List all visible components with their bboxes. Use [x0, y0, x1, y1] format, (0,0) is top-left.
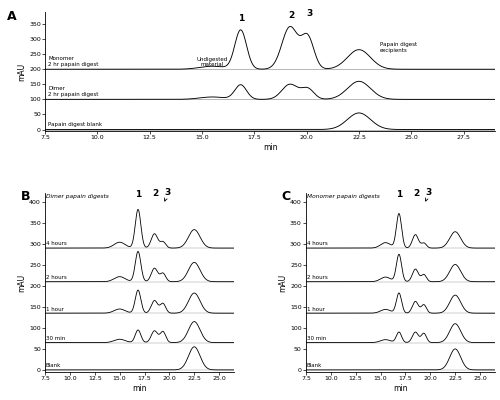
Text: 4 hours: 4 hours — [46, 242, 66, 246]
Y-axis label: mAU: mAU — [18, 62, 26, 80]
Y-axis label: mAU: mAU — [18, 274, 26, 292]
Y-axis label: mAU: mAU — [278, 274, 287, 292]
X-axis label: min: min — [393, 384, 407, 393]
Text: Dimer
2 hr papain digest: Dimer 2 hr papain digest — [48, 86, 98, 97]
Text: Monomer papain digests: Monomer papain digests — [307, 194, 380, 199]
Text: 2 hours: 2 hours — [307, 275, 328, 280]
Text: 30 min: 30 min — [307, 336, 326, 341]
Text: 1: 1 — [396, 190, 402, 199]
X-axis label: min: min — [132, 384, 147, 393]
Text: 3: 3 — [306, 9, 313, 18]
Text: Blank: Blank — [46, 363, 62, 368]
Text: 2: 2 — [152, 189, 158, 198]
Text: Monomer
2 hr papain digest: Monomer 2 hr papain digest — [48, 56, 98, 67]
Text: Blank: Blank — [307, 363, 322, 368]
X-axis label: min: min — [263, 143, 277, 152]
Text: B: B — [20, 190, 30, 203]
Text: A: A — [7, 10, 16, 23]
Text: 1: 1 — [135, 190, 141, 199]
Text: Dimer papain digests: Dimer papain digests — [46, 194, 108, 199]
Text: C: C — [282, 190, 290, 203]
Text: 1 hour: 1 hour — [46, 306, 64, 312]
Text: 3: 3 — [164, 188, 171, 201]
Text: Undigested
material: Undigested material — [197, 56, 228, 67]
Text: 2: 2 — [413, 189, 419, 198]
Text: 2: 2 — [288, 12, 294, 20]
Text: 1: 1 — [238, 14, 244, 24]
Text: Papain digest blank: Papain digest blank — [48, 122, 102, 127]
Text: 3: 3 — [426, 188, 432, 201]
Text: 1 hour: 1 hour — [307, 306, 325, 312]
Text: 4 hours: 4 hours — [307, 242, 328, 246]
Text: Papain digest
excipients: Papain digest excipients — [380, 42, 417, 53]
Text: 30 min: 30 min — [46, 336, 65, 341]
Text: 2 hours: 2 hours — [46, 275, 66, 280]
